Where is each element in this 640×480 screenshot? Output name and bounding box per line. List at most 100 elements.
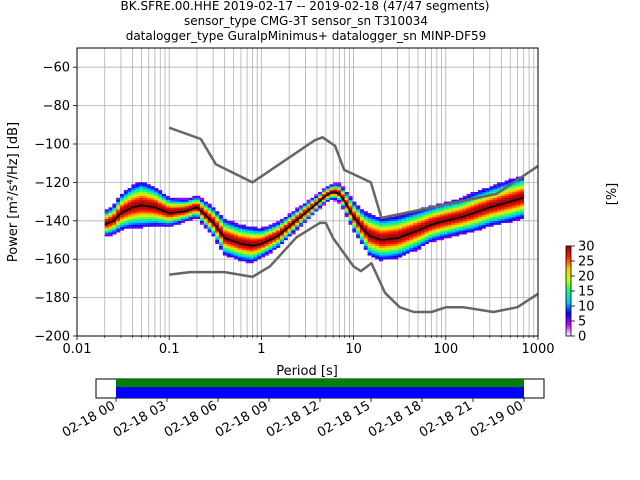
heatmap-cell (504, 215, 509, 218)
heatmap-cell (207, 222, 212, 225)
heatmap-cell (116, 213, 121, 216)
heatmap-cell (413, 226, 418, 229)
heatmap-cell (318, 203, 323, 206)
heatmap-cell (443, 207, 448, 210)
heatmap-cell (371, 234, 376, 237)
heatmap-cell (512, 215, 517, 218)
heatmap-cell (116, 220, 121, 223)
heatmap-cell (443, 232, 448, 235)
heatmap-cell (352, 203, 357, 206)
heatmap-cell (382, 249, 387, 252)
heatmap-cell (512, 182, 517, 185)
heatmap-cell (451, 226, 456, 229)
heatmap-cell (108, 209, 113, 212)
heatmap-cell (348, 195, 353, 198)
heatmap-cell (119, 216, 125, 220)
heatmap-cell (356, 205, 361, 208)
heatmap-cell (177, 197, 182, 200)
heatmap-cell (394, 222, 399, 225)
heatmap-cell (245, 241, 250, 245)
heatmap-cell (135, 222, 140, 225)
heatmap-cell (478, 203, 483, 206)
x-tick-label: 0.01 (63, 342, 92, 357)
heatmap-cell (169, 218, 174, 221)
heatmap-cell (253, 238, 258, 241)
heatmap-cell (192, 215, 197, 218)
heatmap-cell (417, 216, 422, 220)
heatmap-cell (245, 240, 250, 243)
heatmap-cell (112, 205, 117, 208)
heatmap-cell (401, 230, 406, 233)
heatmap-cell (123, 203, 128, 206)
heatmap-cell (173, 207, 178, 210)
heatmap-cell (451, 209, 456, 212)
heatmap-cell (432, 215, 437, 218)
heatmap-cell (219, 241, 224, 245)
heatmap-cell (253, 259, 258, 262)
heatmap-cell (432, 209, 437, 212)
heatmap-cell (165, 203, 170, 206)
heatmap-cell (367, 228, 372, 231)
heatmap-cell (462, 218, 467, 221)
heatmap-cell (291, 230, 296, 233)
heatmap-cell (173, 218, 178, 221)
heatmap-cell (310, 211, 315, 214)
heatmap-cell (222, 247, 227, 250)
heatmap-cell (489, 188, 494, 191)
heatmap-cell (504, 184, 509, 187)
heatmap-cell (318, 205, 323, 208)
heatmap-cell (127, 190, 132, 193)
heatmap-cell (165, 209, 170, 212)
heatmap-cell (272, 222, 277, 225)
heatmap-cell (142, 197, 147, 200)
heatmap-cell (458, 211, 464, 214)
heatmap-cell (409, 215, 414, 218)
heatmap-cell (253, 257, 258, 260)
heatmap-cell (268, 243, 273, 246)
heatmap-cell (420, 232, 425, 235)
heatmap-cell (203, 207, 208, 210)
heatmap-cell (390, 218, 395, 221)
heatmap-cell (436, 216, 441, 220)
heatmap-cell (272, 238, 277, 241)
heatmap-cell (135, 211, 140, 214)
heatmap-cell (508, 201, 513, 204)
heatmap-cell (215, 213, 220, 216)
heatmap-cell (405, 232, 410, 235)
heatmap-cell (207, 205, 212, 208)
heatmap-cell (405, 218, 410, 221)
heatmap-cell (481, 201, 486, 204)
heatmap-cell (519, 215, 525, 218)
heatmap-cell (207, 224, 212, 227)
heatmap-cell (500, 205, 505, 208)
heatmap-cell (158, 192, 163, 195)
heatmap-cell (211, 230, 216, 233)
heatmap-cell (359, 240, 365, 243)
heatmap-cell (253, 226, 258, 229)
heatmap-cell (142, 184, 147, 187)
y-tick-label: −100 (34, 138, 70, 153)
heatmap-cell (363, 232, 368, 235)
heatmap-cell (478, 192, 483, 195)
heatmap-cell (180, 207, 186, 210)
heatmap-cell (314, 199, 319, 202)
heatmap-cell (443, 209, 448, 212)
heatmap-cell (439, 211, 445, 214)
heatmap-cell (264, 230, 269, 233)
heatmap-cell (405, 251, 410, 254)
heatmap-cell (238, 224, 243, 227)
heatmap-cell (500, 220, 505, 223)
heatmap-cell (512, 192, 517, 195)
heatmap-cell (142, 209, 147, 212)
heatmap-cell (508, 195, 513, 198)
heatmap-cell (123, 199, 128, 202)
heatmap-cell (272, 226, 277, 229)
colorbar-bar (565, 245, 572, 337)
heatmap-cell (142, 213, 147, 216)
heatmap-cell (508, 216, 513, 220)
heatmap-cell (481, 224, 486, 227)
heatmap-cell (478, 201, 483, 204)
heatmap-cell (375, 216, 380, 220)
heatmap-cell (135, 215, 140, 218)
heatmap-cell (302, 209, 307, 212)
